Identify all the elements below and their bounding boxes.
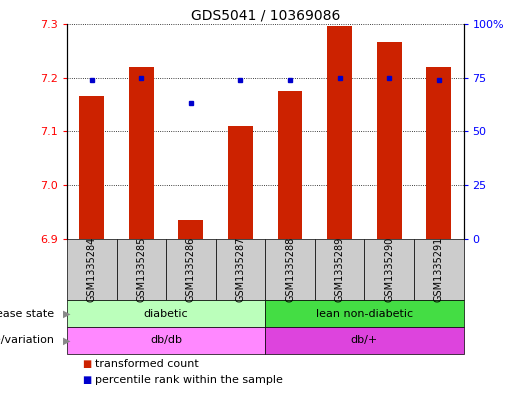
Bar — [426, 67, 451, 239]
Bar — [79, 96, 104, 239]
Bar — [228, 126, 253, 239]
Text: genotype/variation: genotype/variation — [0, 335, 54, 345]
Text: db/db: db/db — [150, 335, 182, 345]
Text: GSM1335285: GSM1335285 — [136, 237, 146, 303]
Text: GSM1335286: GSM1335286 — [186, 237, 196, 303]
Text: GSM1335288: GSM1335288 — [285, 237, 295, 303]
Text: db/+: db/+ — [351, 335, 378, 345]
Text: ▶: ▶ — [63, 309, 71, 319]
Bar — [377, 42, 402, 239]
Text: GSM1335284: GSM1335284 — [87, 237, 97, 303]
Text: disease state: disease state — [0, 309, 54, 319]
Text: percentile rank within the sample: percentile rank within the sample — [95, 375, 283, 385]
Bar — [327, 26, 352, 239]
Text: GSM1335291: GSM1335291 — [434, 237, 444, 303]
Bar — [129, 67, 153, 239]
Text: ■: ■ — [82, 358, 92, 369]
Text: diabetic: diabetic — [144, 309, 188, 319]
Text: GSM1335290: GSM1335290 — [384, 237, 394, 303]
Title: GDS5041 / 10369086: GDS5041 / 10369086 — [191, 8, 340, 22]
Text: transformed count: transformed count — [95, 358, 199, 369]
Text: ▶: ▶ — [63, 335, 71, 345]
Text: ■: ■ — [82, 375, 92, 385]
Text: GSM1335289: GSM1335289 — [335, 237, 345, 303]
Text: lean non-diabetic: lean non-diabetic — [316, 309, 413, 319]
Text: GSM1335287: GSM1335287 — [235, 237, 246, 303]
Bar — [179, 220, 203, 239]
Bar — [278, 91, 302, 239]
